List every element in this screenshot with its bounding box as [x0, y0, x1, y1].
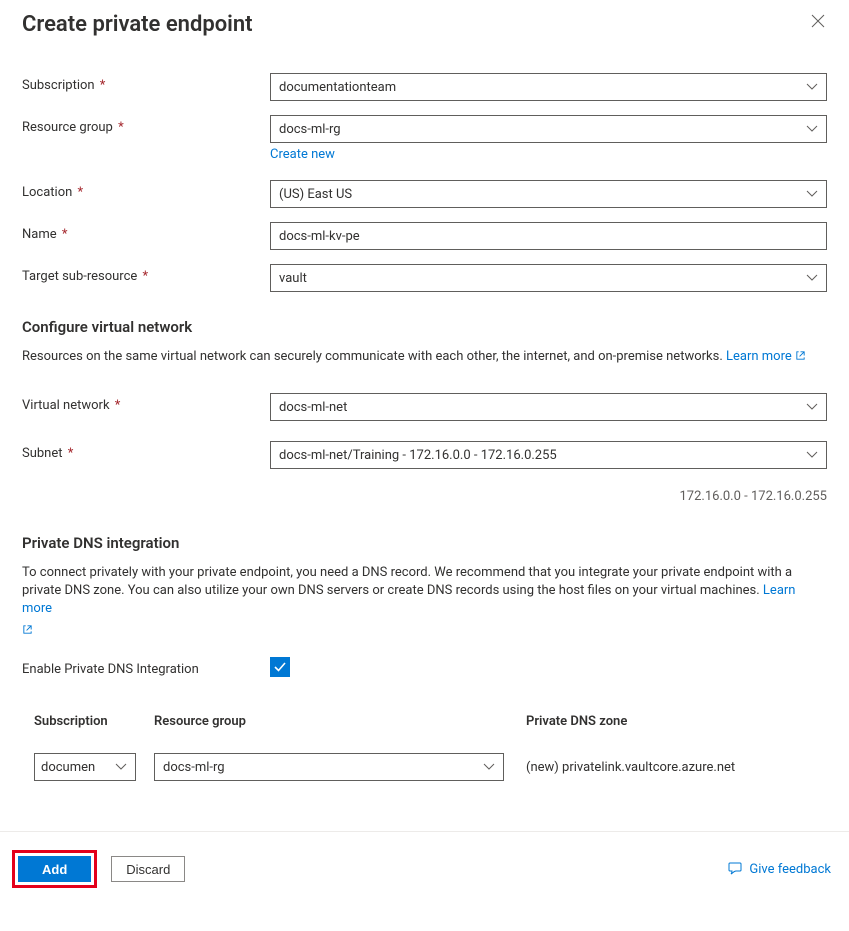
dns-subscription-value: documen [41, 760, 109, 775]
subnet-select[interactable]: docs-ml-net/Training - 172.16.0.0 - 172.… [270, 441, 827, 469]
chevron-down-icon [806, 80, 818, 94]
external-link-icon [22, 624, 827, 639]
dns-col-subscription: Subscription [34, 714, 154, 729]
chevron-down-icon [806, 400, 818, 414]
vnet-description: Resources on the same virtual network ca… [22, 348, 827, 367]
ip-range-hint: 172.16.0.0 - 172.16.0.255 [22, 489, 827, 504]
name-value: docs-ml-kv-pe [279, 229, 360, 244]
location-value: (US) East US [279, 187, 352, 202]
vnet-learn-more-link[interactable]: Learn more [726, 349, 806, 364]
discard-button[interactable]: Discard [111, 856, 185, 882]
chevron-down-icon [806, 271, 818, 285]
subscription-label: Subscription * [22, 73, 270, 93]
enable-dns-label: Enable Private DNS Integration [22, 657, 270, 677]
chevron-down-icon [806, 187, 818, 201]
chevron-down-icon [806, 122, 818, 136]
dns-description: To connect privately with your private e… [22, 564, 827, 618]
give-feedback-link[interactable]: Give feedback [727, 862, 831, 877]
dns-heading: Private DNS integration [22, 534, 827, 552]
virtual-network-value: docs-ml-net [279, 400, 347, 415]
chevron-down-icon [483, 760, 495, 774]
target-sub-resource-select[interactable]: vault [270, 264, 827, 292]
feedback-icon [727, 862, 743, 876]
location-label: Location * [22, 180, 270, 200]
subscription-select[interactable]: documentationteam [270, 73, 827, 101]
target-sub-resource-value: vault [279, 271, 307, 286]
subnet-label: Subnet * [22, 441, 270, 461]
add-button-highlight: Add [12, 850, 97, 888]
virtual-network-select[interactable]: docs-ml-net [270, 393, 827, 421]
virtual-network-label: Virtual network * [22, 393, 270, 413]
resource-group-value: docs-ml-rg [279, 122, 341, 137]
external-link-icon [795, 349, 806, 367]
dns-table-header: Subscription Resource group Private DNS … [22, 714, 827, 729]
location-select[interactable]: (US) East US [270, 180, 827, 208]
close-icon[interactable] [809, 12, 827, 30]
dns-col-zone: Private DNS zone [526, 714, 815, 729]
panel-title: Create private endpoint [22, 12, 253, 37]
dns-col-resource-group: Resource group [154, 714, 526, 729]
dns-resource-group-select[interactable]: docs-ml-rg [154, 753, 504, 781]
resource-group-select[interactable]: docs-ml-rg [270, 115, 827, 143]
name-label: Name * [22, 222, 270, 242]
resource-group-label: Resource group * [22, 115, 270, 135]
subnet-value: docs-ml-net/Training - 172.16.0.0 - 172.… [279, 448, 557, 463]
chevron-down-icon [806, 448, 818, 462]
dns-zone-value: (new) privatelink.vaultcore.azure.net [526, 760, 735, 775]
chevron-down-icon [115, 760, 127, 774]
create-new-link[interactable]: Create new [270, 147, 335, 162]
dns-subscription-select[interactable]: documen [34, 753, 136, 781]
vnet-heading: Configure virtual network [22, 318, 827, 336]
check-icon [273, 660, 287, 674]
give-feedback-label: Give feedback [749, 862, 831, 877]
add-button[interactable]: Add [18, 856, 91, 882]
subscription-value: documentationteam [279, 80, 396, 95]
enable-dns-checkbox[interactable] [270, 657, 290, 677]
dns-resource-group-value: docs-ml-rg [163, 760, 225, 775]
name-input[interactable]: docs-ml-kv-pe [270, 222, 827, 250]
target-sub-resource-label: Target sub-resource * [22, 264, 270, 284]
dns-table-row: documen docs-ml-rg (new) privatelink.vau… [22, 753, 827, 781]
